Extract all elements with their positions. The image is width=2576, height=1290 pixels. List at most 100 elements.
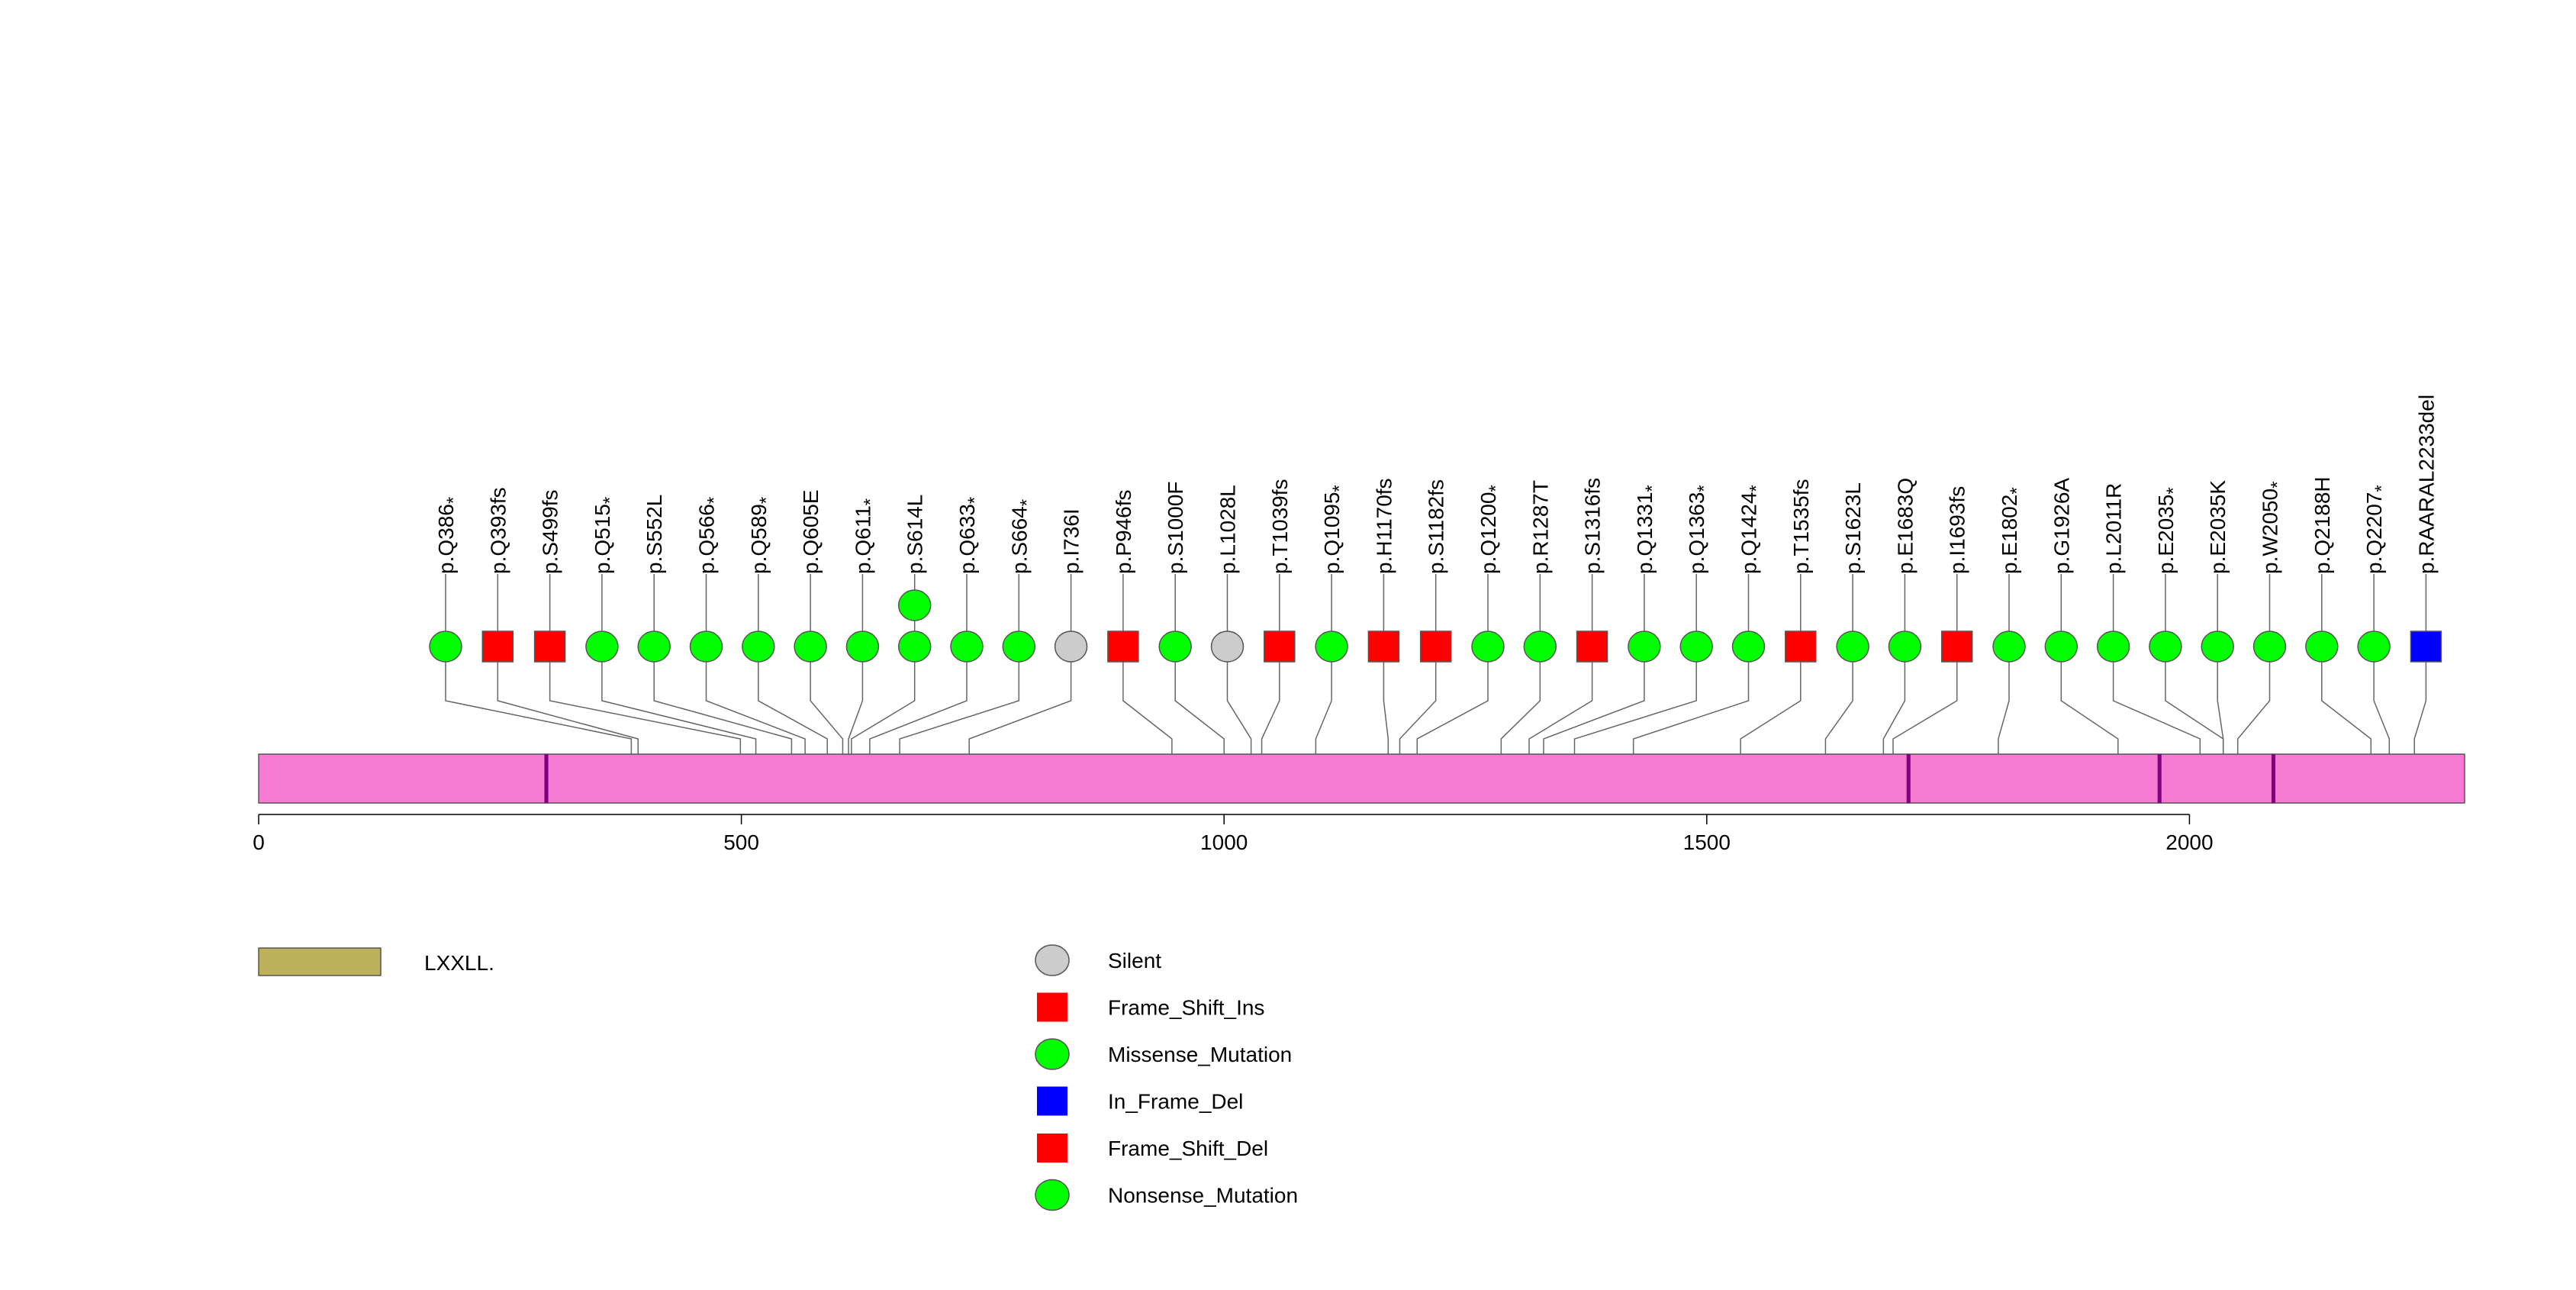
legend-marker-0 (1035, 944, 1070, 976)
mutation-label-21: p.R1287T (1528, 480, 1552, 574)
mutation-marker-19-0 (1419, 630, 1452, 663)
mutation-marker-5-0 (689, 630, 723, 663)
mutation-label-6: p.Q589* (747, 497, 777, 574)
legend-label-2: Missense_Mutation (1108, 1043, 1292, 1066)
mutation-marker-2-0 (533, 630, 566, 663)
mutation-marker-10-0 (950, 630, 984, 663)
x-tick-label-1000: 1000 (1200, 830, 1248, 854)
domain-1 (1906, 754, 1911, 803)
mutation-label-13: p.P946fs (1112, 489, 1135, 574)
mutation-label-23: p.Q1331* (1633, 485, 1663, 574)
domain-3 (2271, 754, 2276, 803)
x-axis: 0 500 1000 1500 2000 (253, 814, 2214, 854)
mutation-marker-15-0 (1210, 630, 1245, 663)
mutation-marker-14-0 (1158, 630, 1192, 663)
mutation-marker-12-0 (1054, 630, 1088, 663)
mutation-label-29: p.I1693fs (1946, 486, 1969, 574)
mutation-label-12: p.I736I (1060, 508, 1084, 574)
legend-marker-5 (1035, 1179, 1070, 1211)
mutation-label-25: p.Q1424* (1737, 485, 1767, 574)
mutation-label-7: p.Q605E (799, 489, 823, 574)
mutation-marker-37-0 (2357, 630, 2391, 663)
mutation-label-27: p.S1623L (1841, 482, 1865, 574)
legend-marker-4 (1037, 1134, 1067, 1163)
mutation-label-36: p.Q2188H (2310, 476, 2334, 574)
domain-legend-label: LXXLL. (424, 951, 494, 975)
mutation-marker-26-0 (1785, 630, 1817, 663)
mutation-marker-38-0 (2410, 630, 2442, 663)
legend-label-1: Frame_Shift_Ins (1108, 996, 1264, 1020)
mutation-label-19: p.S1182fs (1425, 479, 1448, 574)
x-tick-label-500: 500 (723, 830, 759, 854)
mutation-label-37: p.Q2207* (2362, 485, 2392, 574)
mutation-label-31: p.G1926A (2050, 478, 2073, 574)
mutation-label-4: p.S552L (642, 495, 666, 574)
legend-label-3: In_Frame_Del (1108, 1090, 1243, 1114)
mutation-label-24: p.Q1363* (1685, 485, 1715, 574)
mutation-marker-11-0 (1002, 630, 1036, 663)
mutation-marker-3-0 (585, 630, 619, 663)
mutation-label-14: p.S1000F (1164, 482, 1187, 574)
x-tick-label-0: 0 (253, 830, 265, 854)
mutation-label-8: p.Q611* (851, 498, 881, 574)
mutation-marker-36-0 (2305, 630, 2339, 663)
mutation-marker-17-0 (1315, 630, 1348, 663)
mutation-marker-33-0 (2149, 630, 2182, 663)
mutation-marker-7-0 (794, 630, 827, 663)
mutation-label-5: p.Q566* (695, 497, 725, 574)
x-tick-label-2000: 2000 (2165, 830, 2213, 854)
mutation-marker-13-0 (1107, 630, 1139, 663)
mutation-marker-9-0 (897, 630, 932, 663)
x-tick-label-1500: 1500 (1683, 830, 1731, 854)
mutation-marker-22-0 (1576, 630, 1608, 663)
mutation-label-3: p.Q515* (591, 497, 620, 574)
mutation-label-2: p.S499fs (539, 489, 562, 574)
mutation-marker-29-0 (1940, 630, 1973, 663)
mutation-label-11: p.S664* (1007, 499, 1037, 574)
mutation-marker-34-0 (2201, 630, 2234, 663)
mutation-marker-31-0 (2044, 630, 2079, 663)
mutation-label-22: p.S1316fs (1581, 478, 1605, 574)
mutation-marker-27-0 (1836, 630, 1869, 663)
mutation-marker-16-0 (1264, 630, 1296, 663)
domain-legend-swatch (258, 947, 382, 976)
domain-0 (544, 754, 549, 803)
mutation-label-35: p.W2050* (2259, 482, 2288, 574)
legend-marker-3 (1037, 1086, 1067, 1116)
mutation-marker-23-0 (1628, 630, 1661, 663)
mutation-marker-0-0 (429, 630, 462, 663)
mutation-label-34: p.E2035K (2206, 480, 2230, 574)
mutation-marker-28-0 (1888, 630, 1922, 663)
mutation-label-9: p.S614L (903, 495, 927, 574)
legend-label-5: Nonsense_Mutation (1108, 1184, 1298, 1208)
legend-label-4: Frame_Shift_Del (1108, 1137, 1268, 1160)
mutation-label-15: p.L1028L (1216, 485, 1240, 574)
legend-marker-1 (1037, 992, 1067, 1022)
mutation-marker-20-0 (1471, 630, 1505, 663)
mutation-label-38: p.RAARAL2233del (2414, 395, 2438, 574)
mutation-label-10: p.Q633* (955, 497, 985, 574)
mutation-label-20: p.Q1200* (1476, 485, 1506, 574)
mutation-marker-8-0 (845, 630, 880, 663)
mutation-label-18: p.H1170fs (1372, 478, 1396, 574)
mutation-marker-25-0 (1731, 630, 1766, 663)
mutation-label-26: p.T1535fs (1789, 479, 1813, 574)
protein-bar (258, 753, 2465, 804)
legend-marker-2 (1035, 1038, 1070, 1070)
mutation-label-28: p.E1683Q (1893, 478, 1917, 574)
mutation-marker-32-0 (2096, 630, 2130, 663)
legend: LXXLL. Silent Frame_Shift_Ins Missense_Muta… (258, 944, 1298, 1211)
mutation-marker-24-0 (1679, 630, 1713, 663)
mutation-label-32: p.L2011R (2102, 483, 2126, 574)
mutation-label-30: p.E1802* (1998, 487, 2027, 574)
mutation-marker-4-0 (637, 630, 671, 663)
mutation-marker-18-0 (1367, 630, 1400, 663)
mutation-marker-6-0 (742, 630, 775, 663)
mutation-labels: p.Q386* p.Q393fs p.S499fs p.Q515* p.S552L p.Q… (434, 395, 2438, 574)
protein-track (258, 753, 2465, 804)
mutation-marker-30-0 (1992, 630, 2026, 663)
mutation-marker-9-1 (897, 589, 932, 621)
mutation-markers (429, 589, 2442, 663)
mutation-label-17: p.Q1095* (1320, 485, 1350, 574)
